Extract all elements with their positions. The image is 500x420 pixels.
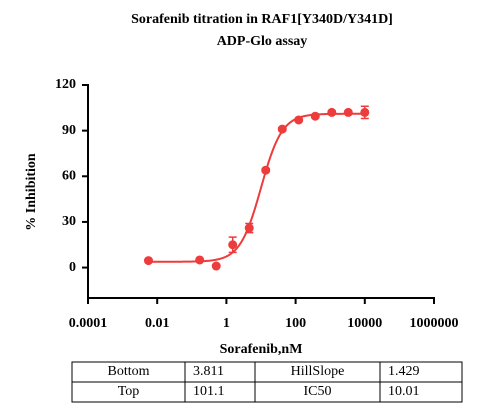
data-point <box>343 107 353 117</box>
fit-curve <box>148 112 365 263</box>
x-tick-label: 0.0001 <box>69 316 108 331</box>
data-point <box>211 261 221 271</box>
x-axis-label: Sorafenib,nM <box>220 342 303 357</box>
y-tick-label: 90 <box>62 123 76 138</box>
y-tick-label: 30 <box>62 214 76 229</box>
table-cell: 3.811 <box>193 364 224 379</box>
chart-title: Sorafenib titration in RAF1[Y340D/Y341D] <box>131 12 393 27</box>
table-cell: Top <box>118 384 140 399</box>
table-cell: 1.429 <box>388 364 420 379</box>
table-cell: 10.01 <box>388 384 420 399</box>
table-cell: 101.1 <box>193 384 225 399</box>
data-point <box>294 115 304 125</box>
y-tick-label: 0 <box>69 260 76 275</box>
data-point <box>195 255 205 265</box>
x-tick-label: 0.01 <box>145 316 170 331</box>
data-point <box>310 111 320 121</box>
y-tick-label: 60 <box>62 169 76 184</box>
x-tick-label: 1 <box>223 316 230 331</box>
data-point <box>277 124 287 134</box>
table-cell: HillSlope <box>291 364 345 379</box>
data-point <box>244 223 254 233</box>
data-point <box>327 107 337 117</box>
y-axis-label: % Inhibition <box>24 153 39 231</box>
x-tick-label: 10000 <box>347 316 382 331</box>
table-cell: Bottom <box>107 364 149 379</box>
data-point <box>360 107 370 117</box>
y-tick-label: 120 <box>55 77 76 92</box>
fit-table <box>71 361 463 403</box>
data-point <box>261 165 271 175</box>
data-point <box>228 240 238 250</box>
data-point <box>143 256 153 266</box>
x-tick-label: 100 <box>285 316 306 331</box>
table-cell: IC50 <box>304 384 332 399</box>
chart-subtitle: ADP-Glo assay <box>217 34 308 49</box>
x-tick-label: 1000000 <box>410 316 459 331</box>
